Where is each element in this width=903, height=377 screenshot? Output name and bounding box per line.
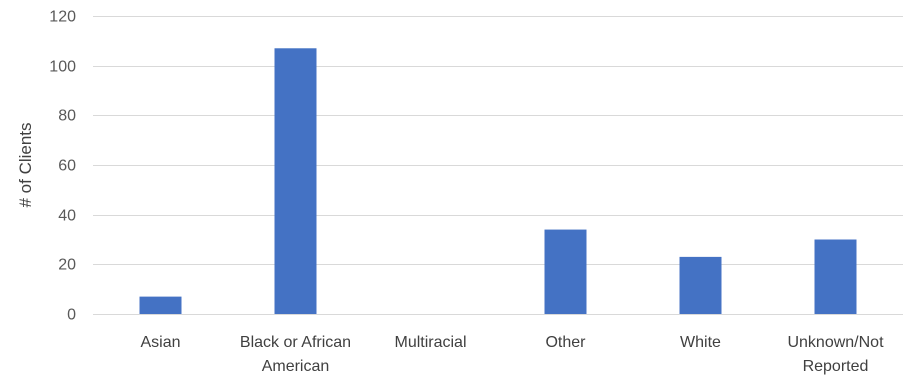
- bars: [139, 48, 857, 315]
- bar: [814, 239, 857, 314]
- x-category-label: Black or African American: [240, 334, 351, 375]
- x-axis-category-labels: Asian Black or African American Multiracial…: [140, 334, 884, 375]
- y-tick-label: 0: [67, 307, 76, 324]
- y-axis-title: # of Clients: [16, 122, 35, 207]
- bar: [139, 296, 182, 314]
- x-category-label: Multiracial: [394, 334, 466, 351]
- x-category-label: White: [680, 334, 721, 351]
- gridlines: [93, 16, 903, 315]
- y-tick-label: 20: [58, 257, 76, 274]
- y-tick-label: 60: [58, 158, 76, 175]
- y-axis-tick-labels: 0 20 40 60 80 100 120: [49, 9, 76, 324]
- x-category-label: Unknown/Not Reported: [787, 334, 884, 375]
- bar: [679, 256, 722, 314]
- y-tick-label: 40: [58, 208, 76, 225]
- y-tick-label: 80: [58, 108, 76, 125]
- x-category-label: Other: [545, 334, 586, 351]
- y-tick-label: 100: [49, 59, 76, 76]
- x-category-label: Asian: [140, 334, 180, 351]
- bar: [544, 229, 587, 314]
- bar: [274, 48, 317, 315]
- y-tick-label: 120: [49, 9, 76, 26]
